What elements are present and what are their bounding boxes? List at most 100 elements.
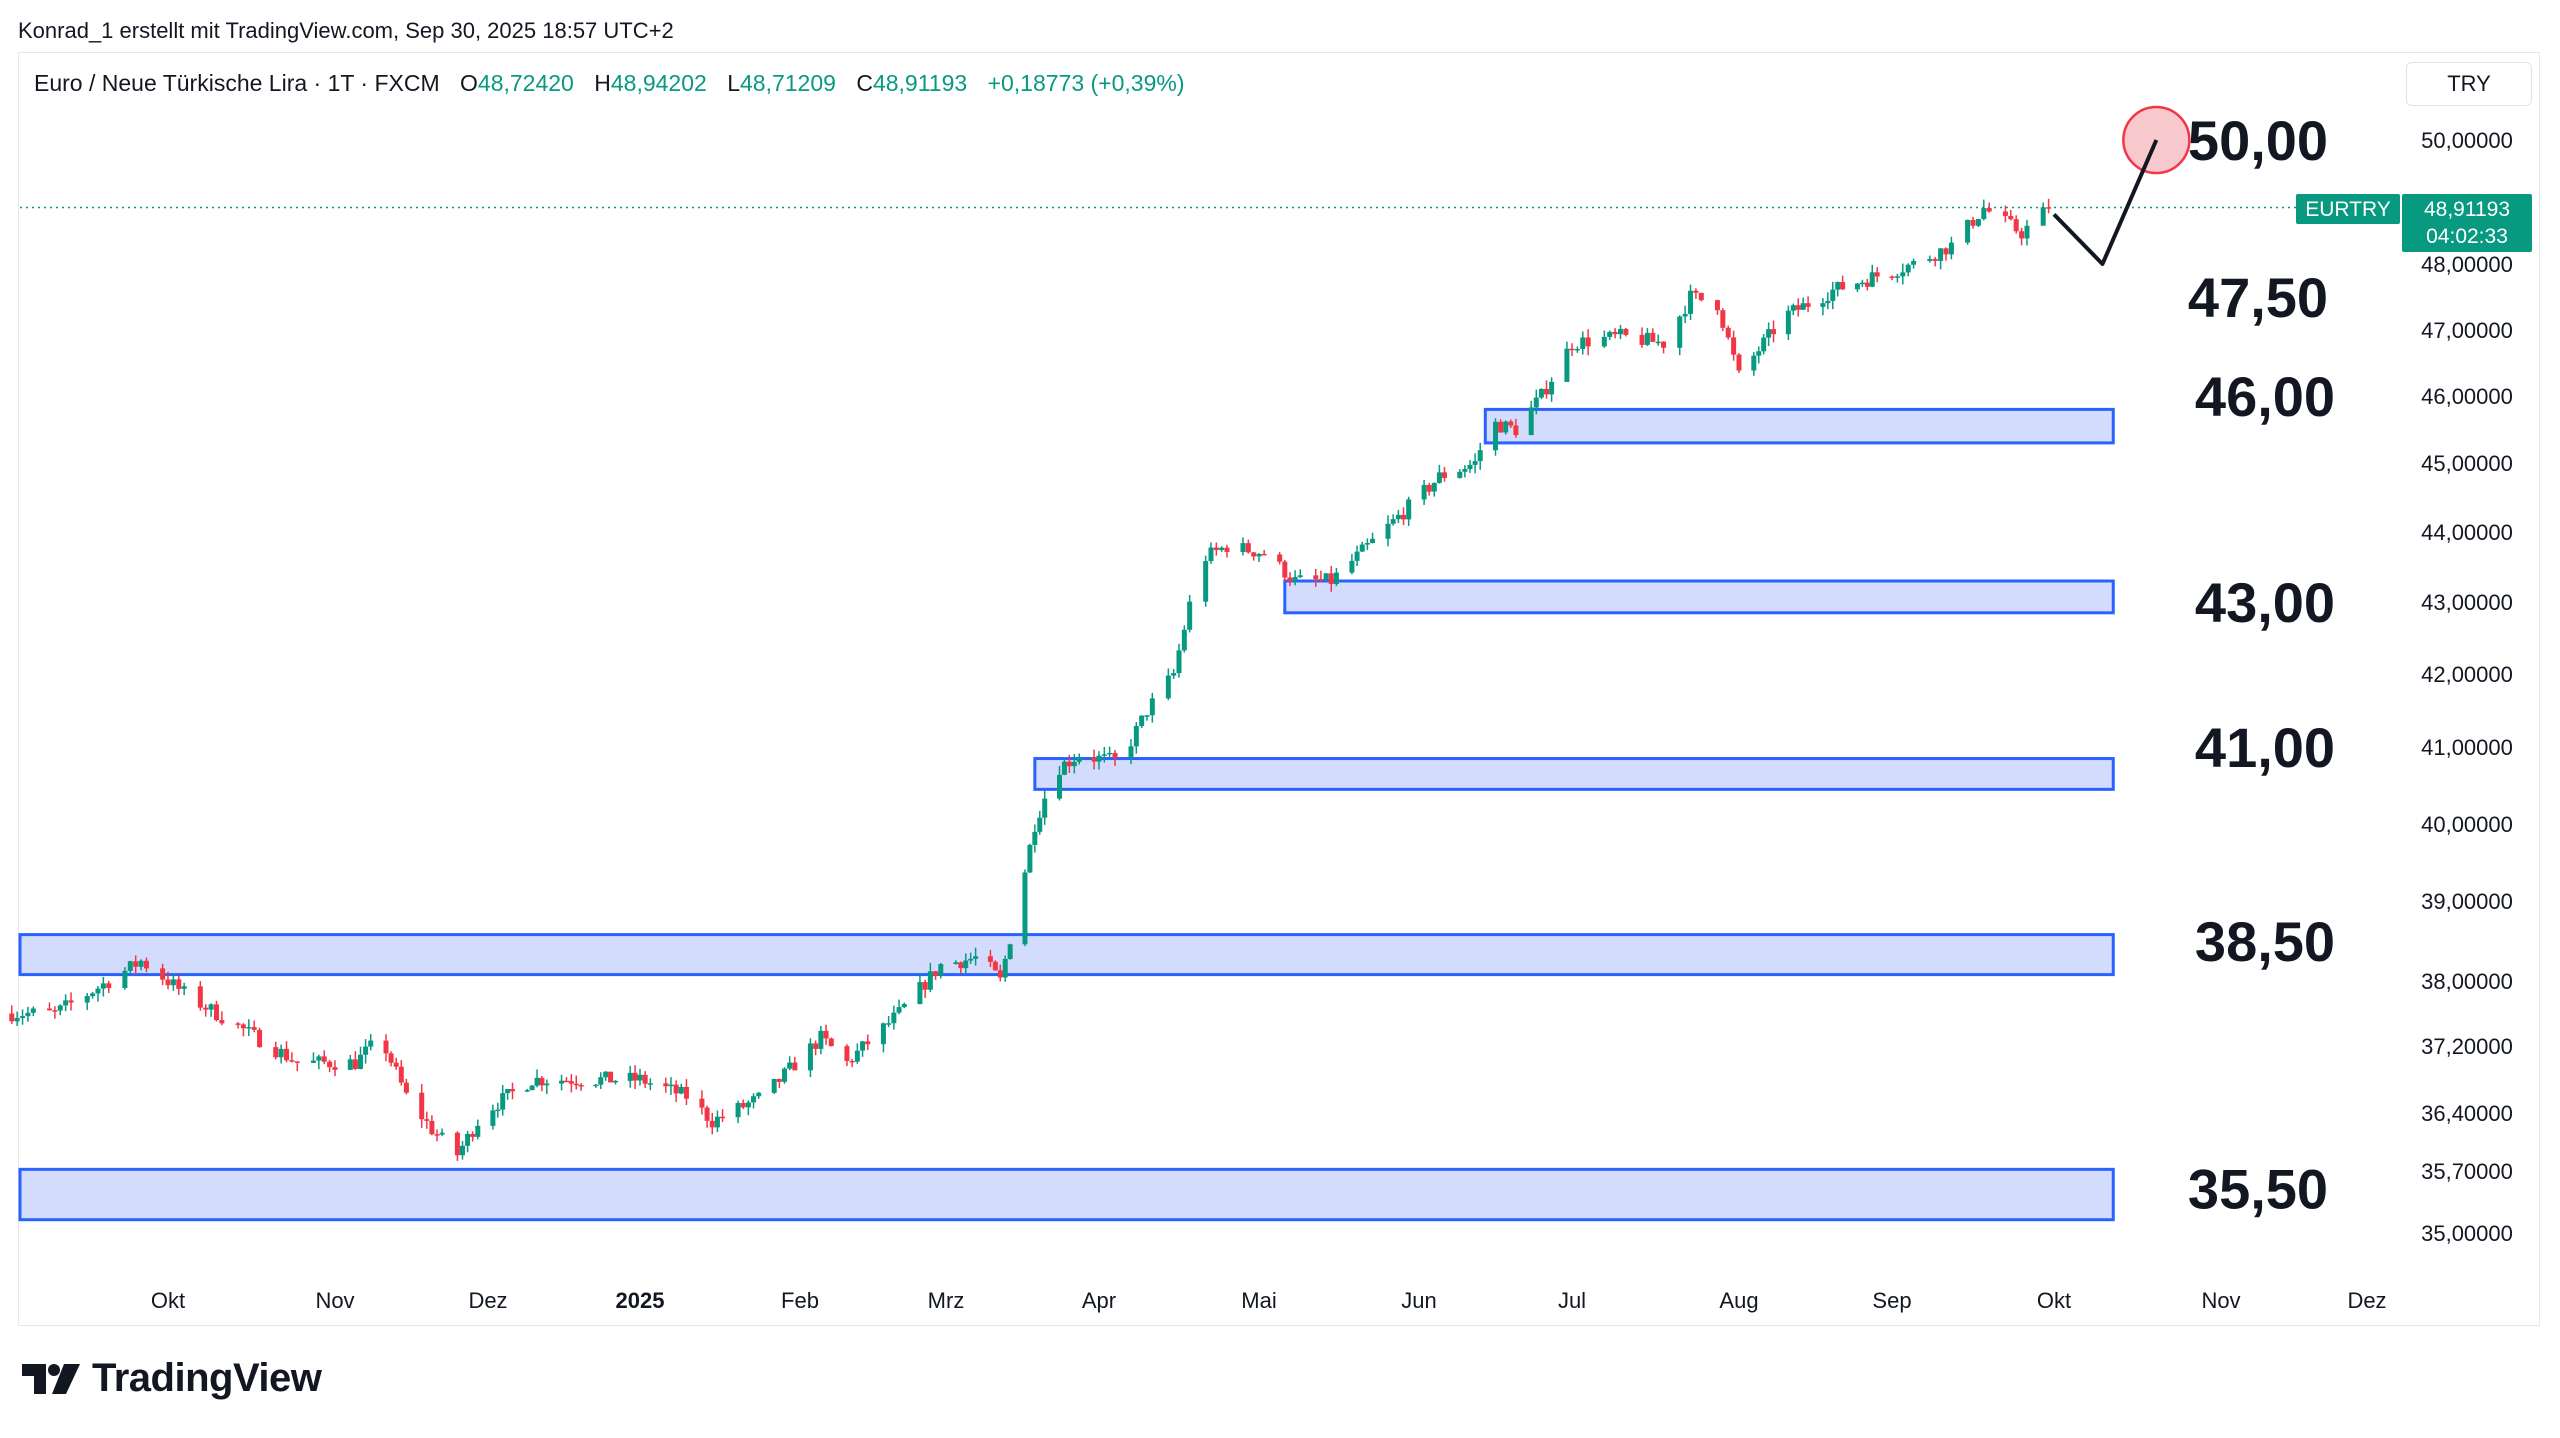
x-tick-label: Mrz: [928, 1288, 965, 1313]
x-tick-label: Apr: [1082, 1288, 1116, 1313]
candle: [740, 1099, 746, 1109]
candle: [1061, 757, 1067, 776]
candle: [2002, 205, 2008, 223]
candle: [90, 992, 96, 999]
candle: [122, 967, 128, 990]
candle: [1854, 282, 1860, 293]
candle: [1213, 542, 1219, 556]
candle: [321, 1050, 327, 1065]
support-zone-4[interactable]: [18, 933, 2115, 977]
y-tick-label: 36,40000: [2421, 1101, 2513, 1126]
candle: [1661, 341, 1667, 354]
support-zone-3[interactable]: [1033, 757, 2115, 791]
candle: [1297, 569, 1303, 579]
support-zone-1[interactable]: [1483, 407, 2115, 445]
level-label: 38,50: [2195, 910, 2335, 973]
candle: [327, 1059, 333, 1073]
candle: [1112, 749, 1118, 766]
candle: [563, 1077, 569, 1083]
close-value: 48,91193: [872, 70, 968, 96]
support-zone-5[interactable]: [18, 1167, 2115, 1222]
candle: [1508, 419, 1514, 428]
currency-button[interactable]: TRY: [2406, 62, 2532, 106]
candle: [1431, 482, 1437, 497]
candle: [854, 1043, 860, 1064]
candle: [1612, 328, 1618, 339]
candle: [1390, 514, 1396, 526]
candle: [500, 1085, 506, 1116]
candle: [273, 1041, 279, 1060]
y-tick-label: 40,00000: [2421, 812, 2513, 837]
candle: [424, 1111, 430, 1129]
candle: [927, 962, 933, 993]
candle: [246, 1019, 252, 1037]
candle: [170, 973, 176, 991]
candle: [1203, 555, 1209, 607]
candle: [197, 981, 203, 1011]
candle: [1830, 281, 1836, 310]
candle: [891, 1005, 897, 1030]
candle: [439, 1128, 445, 1137]
projection-path[interactable]: [2052, 139, 2159, 266]
candle: [1607, 330, 1613, 340]
candle: [1436, 464, 1442, 484]
candle: [1144, 715, 1150, 721]
candle: [1165, 668, 1171, 701]
candle: [1128, 739, 1134, 765]
candle: [358, 1046, 363, 1070]
candle: [776, 1078, 782, 1089]
candle: [792, 1056, 798, 1071]
candle: [1364, 538, 1370, 550]
candle: [1731, 330, 1737, 361]
candle: [860, 1040, 866, 1057]
candle: [1287, 572, 1293, 587]
x-tick-label: 2025: [616, 1288, 665, 1313]
candle: [1894, 273, 1900, 283]
support-zone-2[interactable]: [1283, 579, 2115, 615]
candle: [2013, 215, 2019, 234]
candle: [720, 1109, 726, 1123]
candle: [735, 1100, 741, 1124]
candle: [849, 1058, 855, 1068]
candle: [1385, 515, 1391, 547]
candle: [278, 1044, 284, 1064]
candle: [1261, 549, 1267, 556]
y-tick-label: 50,00000: [2421, 128, 2513, 153]
candle: [403, 1078, 409, 1095]
candle: [886, 1016, 892, 1028]
candle: [573, 1075, 579, 1090]
candle: [289, 1052, 295, 1063]
change-value: +0,18773 (+0,39%): [987, 70, 1185, 96]
candle: [284, 1041, 290, 1063]
candle: [84, 993, 90, 1010]
candle: [1981, 199, 1987, 221]
candle: [745, 1100, 751, 1116]
candle: [1938, 248, 1944, 270]
symbol-description[interactable]: Euro / Neue Türkische Lira · 1T · FXCM: [34, 70, 440, 96]
candle: [1426, 482, 1432, 496]
price-tag-box: [2402, 194, 2532, 252]
candle: [673, 1080, 679, 1102]
candle: [1905, 263, 1911, 277]
price-chart[interactable]: 50,00 47,50 46,00 43,00 41,00 38,50 35,50 50,0…: [0, 0, 2560, 1340]
candle: [1349, 554, 1355, 575]
tradingview-logo[interactable]: TradingView: [20, 1356, 322, 1401]
candle: [1623, 328, 1629, 337]
candle: [529, 1084, 535, 1091]
candle: [1580, 331, 1586, 355]
candle: [1771, 320, 1777, 343]
chart-caption: Konrad_1 erstellt mit TradingView.com, S…: [18, 18, 674, 43]
candle: [1208, 542, 1214, 564]
candle: [1277, 552, 1283, 565]
candle: [807, 1038, 813, 1078]
candle: [46, 1002, 52, 1011]
candle: [1395, 509, 1401, 524]
candle: [1698, 292, 1704, 302]
candle: [352, 1051, 358, 1071]
candle: [637, 1068, 643, 1086]
candle: [1766, 322, 1772, 346]
candle: [612, 1080, 618, 1085]
candle: [973, 947, 979, 966]
candle: [782, 1067, 788, 1084]
candle: [160, 963, 166, 986]
